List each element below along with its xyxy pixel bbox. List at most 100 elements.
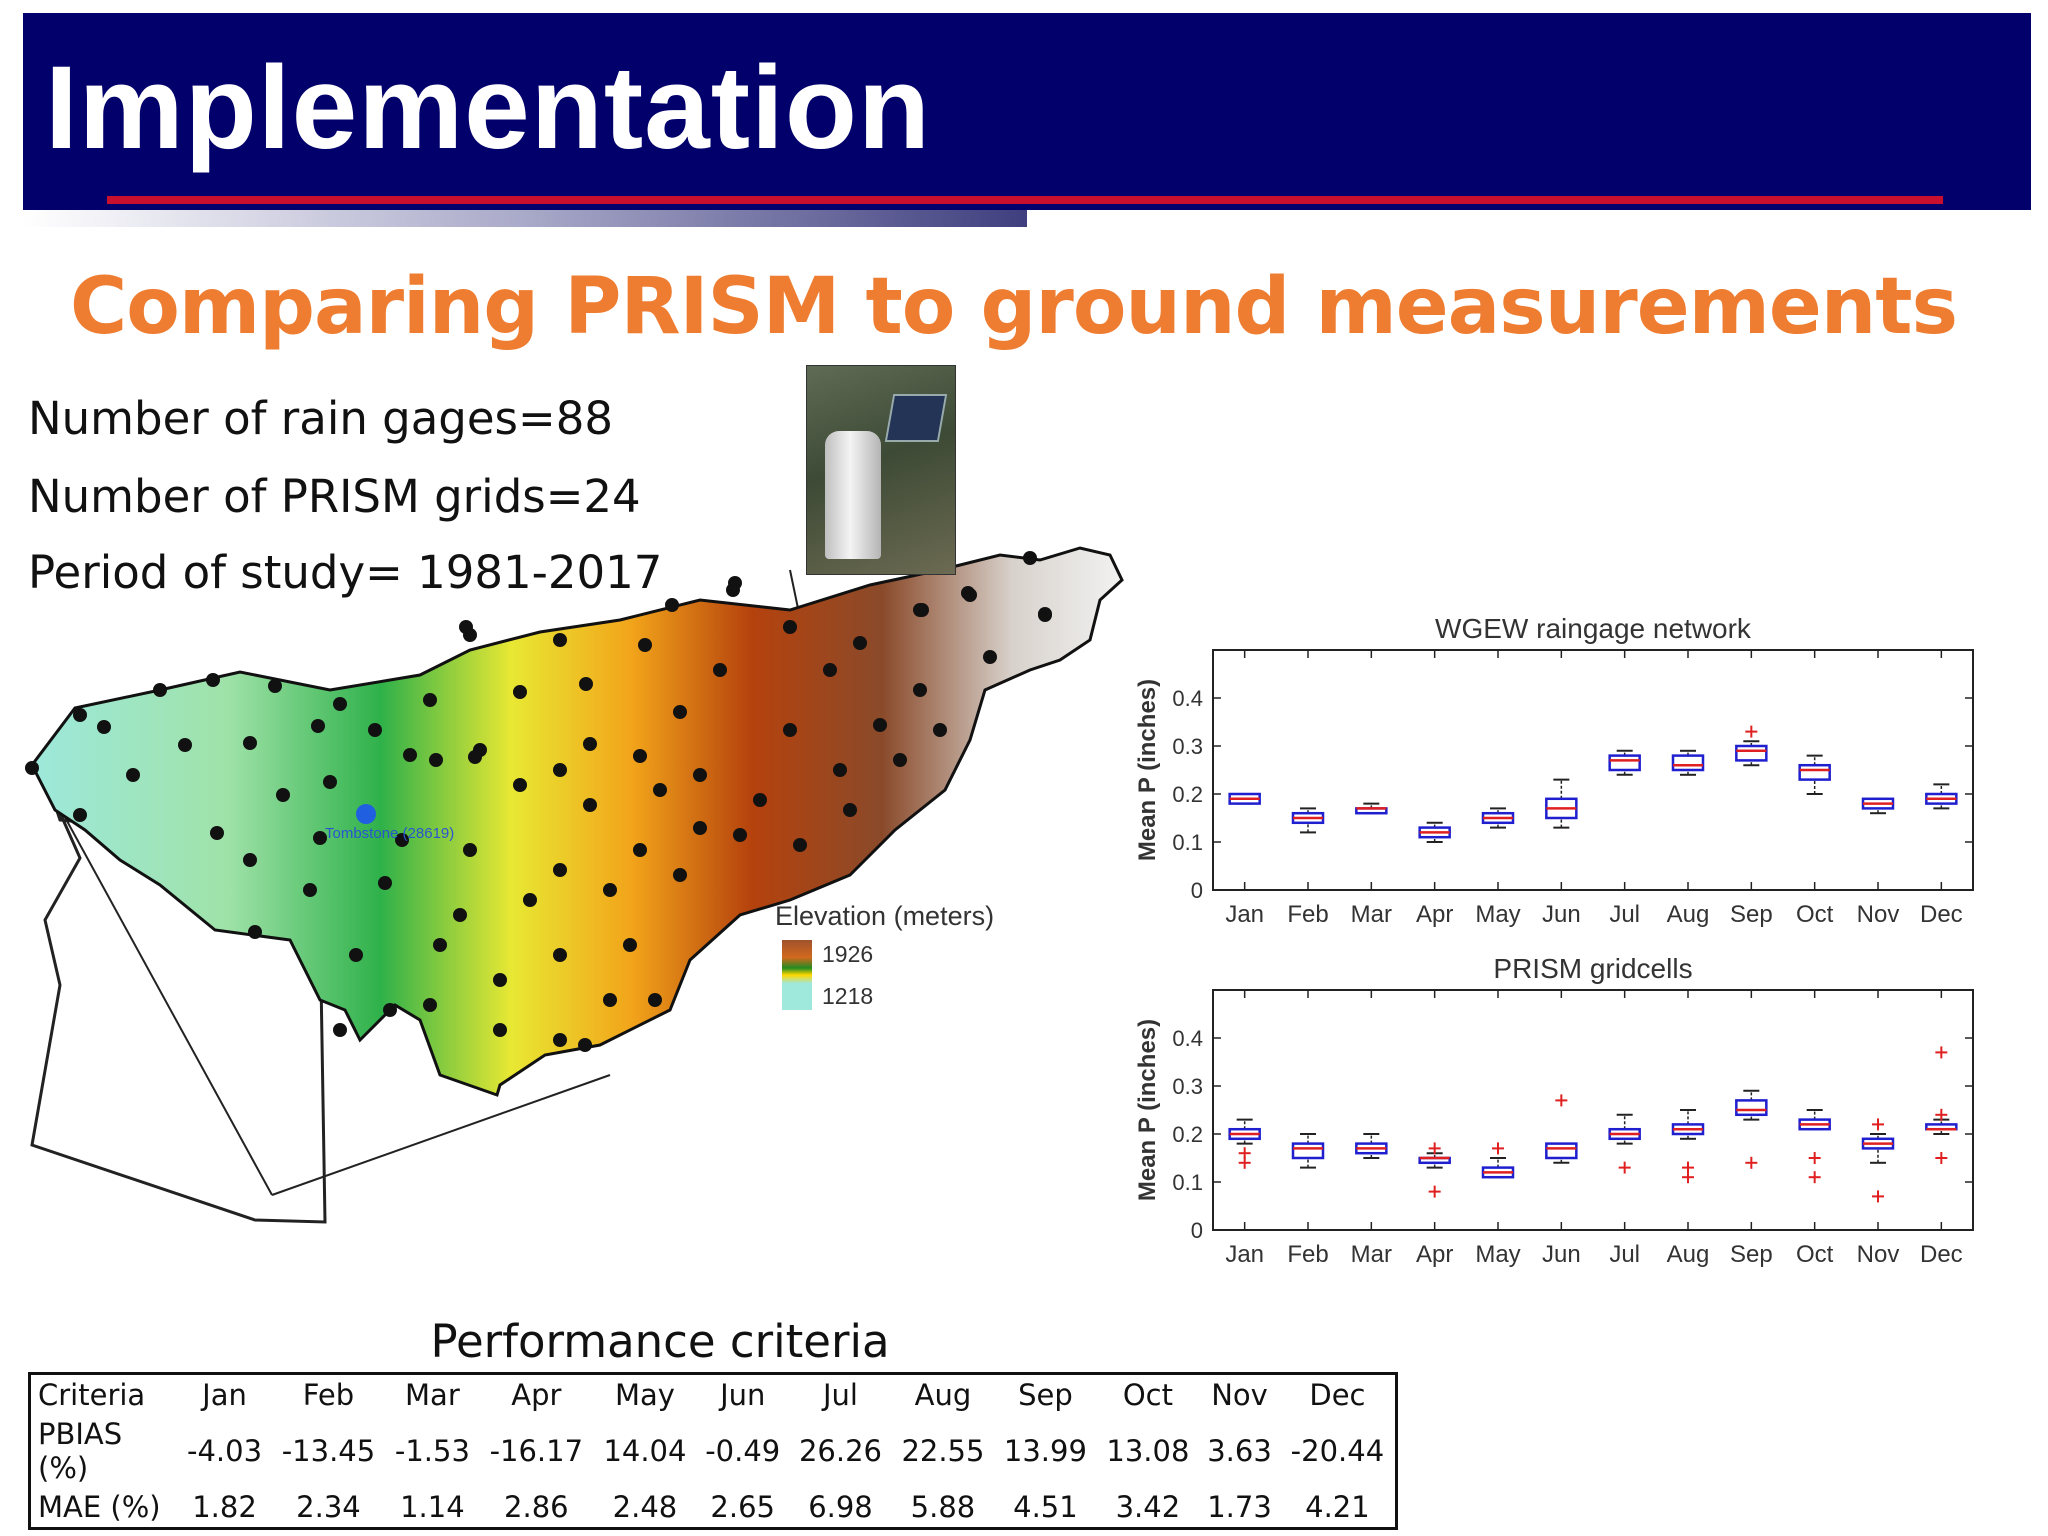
x-tick-label: Jun (1542, 901, 1581, 928)
table-cell: Jun (720, 1378, 766, 1412)
x-tick-label: Jul (1609, 901, 1640, 928)
table-cell: 22.55 (901, 1434, 985, 1468)
performance-table: Criteria Jan Feb Mar Apr May Jun Jul Aug Sep Oct No… (28, 1372, 1398, 1530)
table-cell: -0.49 (705, 1434, 781, 1468)
table-cell: 1.73 (1207, 1490, 1272, 1524)
raingage-photo (806, 365, 956, 575)
table-cell: PBIAS (%) (38, 1417, 123, 1485)
x-tick-label: May (1475, 901, 1520, 928)
x-tick-label: Jun (1542, 1241, 1581, 1268)
x-tick-label: Jan (1225, 1241, 1264, 1268)
x-tick-label: Jan (1225, 901, 1264, 928)
table-cell: Sep (1018, 1378, 1073, 1412)
watershed-map: Tombstone (28619) Elevation (meters) 192… (25, 546, 1124, 1224)
table-cell: Jan (202, 1378, 247, 1412)
box (1291, 1142, 1325, 1160)
x-tick-label: Aug (1667, 1241, 1710, 1268)
legend-min: 1218 (822, 983, 873, 1009)
y-tick-label: 0 (1191, 878, 1203, 903)
solar-panel (884, 394, 948, 442)
table-cell: -16.17 (489, 1434, 584, 1468)
y-tick-label: 0.4 (1172, 1026, 1203, 1051)
table-cell: Nov (1211, 1378, 1268, 1412)
table-row: MAE (%) 1.82 2.34 1.14 2.86 2.48 2.65 6.98 5.88 4… (30, 1487, 1397, 1529)
box (1735, 1099, 1768, 1117)
title-shadow-bar (23, 210, 1027, 227)
table-cell: 2.34 (296, 1490, 361, 1524)
y-tick-label: 0.3 (1172, 734, 1203, 759)
table-cell: Aug (914, 1378, 972, 1412)
box (1671, 754, 1705, 772)
tombstone-station-marker (356, 804, 376, 824)
performance-title: Performance criteria (430, 1315, 890, 1368)
wgew-boxplot: WGEW raingage network Mean P (inches) 0 0.1… (1134, 613, 1974, 928)
y-tick-label: 0.1 (1172, 830, 1203, 855)
map-inset-line (49, 789, 273, 1196)
x-tick-label: Apr (1416, 901, 1453, 928)
table-cell: 3.63 (1207, 1434, 1272, 1468)
raingage-canister (825, 431, 881, 559)
table-row: PBIAS (%) -4.03 -13.45 -1.53 -16.17 14.04 -0.4… (30, 1415, 1397, 1487)
table-cell: MAE (%) (38, 1490, 161, 1524)
x-tick-label: Sep (1730, 901, 1773, 928)
table-cell: 6.98 (808, 1490, 873, 1524)
legend-title: Elevation (meters) (775, 901, 994, 931)
x-tick-label: Aug (1667, 901, 1710, 928)
table-cell: 3.42 (1115, 1490, 1181, 1524)
x-tick-label: Apr (1416, 1241, 1453, 1268)
table-cell: -13.45 (281, 1434, 376, 1468)
x-tick-label: Dec (1920, 901, 1963, 928)
box (1545, 1142, 1578, 1160)
map-inset-line (271, 1074, 611, 1196)
stat-prism-grids: Number of PRISM grids=24 (28, 470, 641, 523)
x-tick-label: Feb (1287, 1241, 1328, 1268)
watershed-elevation (30, 546, 1124, 1097)
elevation-legend-bar (782, 940, 812, 1010)
plot-frame (1212, 649, 1974, 891)
y-axis-label: Mean P (inches) (1134, 679, 1161, 861)
table-header-row: Criteria Jan Feb Mar Apr May Jun Jul Aug Sep Oct No… (30, 1374, 1397, 1416)
table-cell: May (614, 1378, 675, 1412)
x-tick-label: Nov (1857, 1241, 1900, 1268)
x-tick-label: May (1475, 1241, 1520, 1268)
table-cell: 14.04 (603, 1434, 687, 1468)
x-tick-label: Nov (1857, 901, 1900, 928)
x-tick-label: Mar (1351, 1241, 1392, 1268)
y-tick-label: 0.4 (1172, 686, 1203, 711)
table-cell: -1.53 (394, 1434, 470, 1468)
plot-frame (1212, 989, 1974, 1231)
stat-rain-gages: Number of rain gages=88 (28, 392, 613, 445)
x-tick-label: Oct (1796, 1241, 1834, 1268)
table-cell: 2.65 (710, 1490, 775, 1524)
box (1608, 754, 1641, 772)
table-cell: 13.99 (1003, 1434, 1087, 1468)
y-tick-label: 0.3 (1172, 1074, 1203, 1099)
table-cell: 5.88 (910, 1490, 976, 1524)
table-cell: Jul (822, 1378, 858, 1412)
chart-title: PRISM gridcells (1493, 953, 1692, 984)
tombstone-label: Tombstone (28619) (325, 825, 454, 842)
table-cell: 2.48 (612, 1490, 678, 1524)
title-underline (107, 196, 1943, 204)
x-tick-label: Jul (1609, 1241, 1640, 1268)
x-tick-label: Oct (1796, 901, 1834, 928)
legend-max: 1926 (822, 941, 873, 967)
table-cell: -20.44 (1290, 1434, 1385, 1468)
table-cell: 13.08 (1106, 1434, 1190, 1468)
y-axis-label: Mean P (inches) (1134, 1019, 1161, 1201)
table-cell: Mar (405, 1378, 460, 1412)
raingage-dots (25, 551, 1052, 1052)
x-tick-label: Sep (1730, 1241, 1773, 1268)
table-cell: 26.26 (798, 1434, 882, 1468)
table-cell: Apr (511, 1378, 562, 1412)
table-cell: 1.14 (400, 1490, 465, 1524)
box (1798, 763, 1831, 781)
table-cell: 4.21 (1305, 1490, 1370, 1524)
prism-boxplot: PRISM gridcells Mean P (inches) 0 0.1 0.2 0.3… (1134, 953, 1974, 1268)
table-cell: Dec (1309, 1378, 1366, 1412)
table-cell: Oct (1122, 1378, 1173, 1412)
chart-title: WGEW raingage network (1435, 613, 1752, 644)
y-tick-label: 0.1 (1172, 1170, 1203, 1195)
x-tick-label: Feb (1287, 901, 1328, 928)
table-cell: 1.82 (192, 1490, 257, 1524)
